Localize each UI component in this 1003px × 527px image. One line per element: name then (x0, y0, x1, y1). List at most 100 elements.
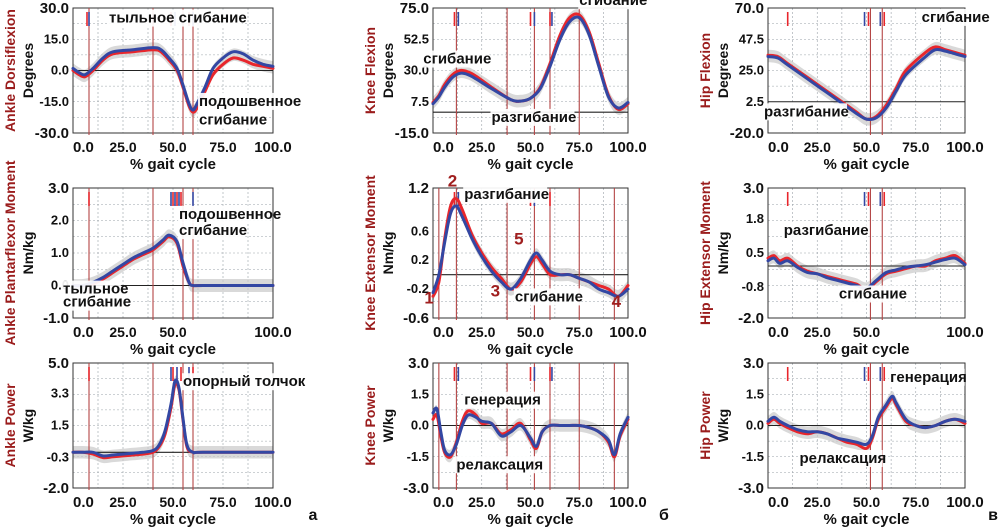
x-tick-label: 100.0 (946, 494, 984, 511)
annotation-bg (198, 92, 291, 110)
chart-knee-extensor-moment: 1.2 0.6 0.2 -0.2 -0.60.0 25.0 50.0 75.0 100.0 % g… (362, 172, 647, 358)
y-tick-label: 0.5 (746, 245, 764, 260)
y-tick-label: -3.0 (738, 480, 764, 497)
y-tick-label: -0.6 (403, 310, 429, 327)
y-axis-unit: Nm/kg (380, 232, 396, 275)
y-tick-label: 1.5 (411, 386, 429, 401)
annotation-bg (62, 293, 130, 311)
plot-frame (767, 187, 966, 319)
x-tick-label: 50.0 (853, 494, 880, 510)
blue-series-line (431, 406, 630, 457)
y-tick-label: -15.0 (395, 125, 429, 142)
annotation-bg (837, 285, 906, 303)
chart-ankle-dorsiflexion: 30.015.00.0-15.0-30.00.0 25.0 50.0 75.0 100.… (2, 0, 301, 173)
x-tick-label: 25.0 (109, 494, 136, 510)
x-tick-label: 50.0 (159, 139, 186, 155)
y-tick-label: 0.0 (51, 63, 69, 78)
x-tick-label: 100.0 (254, 494, 292, 511)
y-axis-unit: Nm/kg (20, 232, 36, 275)
plot-frame (432, 7, 629, 134)
x-tick-label: 0.0 (433, 139, 454, 156)
x-tick-label: 25.0 (468, 324, 495, 340)
blue-series-line (71, 378, 275, 458)
chart-hip-extensor-moment: 3.0 1.8 0.5 -0.8 -2.00.0 25.0 50.0 100.0 % gait … (697, 180, 984, 358)
y-axis-title: Hip Power (697, 391, 713, 460)
phase-marker: 2 (448, 172, 457, 191)
annotation-bg (920, 8, 988, 26)
x-axis-label: % gait cycle (824, 156, 910, 173)
phase-marker: 5 (514, 229, 523, 248)
annotation-bg (578, 0, 646, 10)
x-tick-label: 25.0 (468, 139, 495, 155)
annotation-label: генерация (464, 392, 541, 409)
plot-frame (72, 187, 274, 319)
phase-marker: 3 (491, 281, 500, 300)
y-tick-label: 1.8 (746, 211, 764, 226)
annotation-bg (62, 280, 121, 298)
x-tick-label: 0.0 (768, 494, 789, 511)
annotation-label: разгибание (764, 103, 849, 120)
annotation-label: разгибание (784, 222, 869, 239)
y-tick-label: -3.0 (403, 480, 429, 497)
normal-band (73, 42, 273, 118)
x-tick-label: 0.0 (73, 494, 94, 511)
y-tick-label: 0.0 (411, 418, 429, 433)
x-tick-label: 75.0 (902, 139, 929, 155)
annotation-bg (798, 450, 883, 467)
annotation-label: сгибание (63, 294, 131, 311)
x-tick-label: 25.0 (468, 494, 495, 510)
x-tick-label: 25.0 (804, 494, 831, 510)
normal-band (768, 41, 965, 126)
blue-series-line (431, 204, 630, 298)
x-axis-label: % gait cycle (488, 156, 574, 173)
blue-series-line (71, 233, 275, 288)
x-tick-label: 25.0 (804, 139, 831, 155)
x-tick-label: 50.0 (853, 324, 880, 340)
chart-hip-flexion: 70.0 47.5 25.0 2.5 -20.00.0 25.0 50.0 75.0 100.0… (697, 0, 990, 173)
blue-series-line (71, 46, 275, 112)
x-tick-label: 75.0 (902, 494, 929, 510)
y-tick-label: 30.0 (40, 0, 69, 17)
y-tick-label: 3.0 (408, 355, 429, 372)
y-axis-unit: W/kg (715, 409, 731, 442)
annotation-bg (490, 108, 575, 126)
x-tick-label: 75.0 (209, 494, 236, 510)
y-tick-label: -2.0 (738, 310, 764, 327)
y-tick-label: -20.0 (730, 125, 764, 142)
x-tick-label: 75.0 (566, 324, 593, 340)
x-tick-label: 75.0 (566, 139, 593, 155)
chart-knee-flexion: 75.052.530.07.5-15.00.0 25.0 50.0 75.0 100.0… (362, 0, 647, 173)
y-tick-label: 3.0 (48, 180, 69, 197)
x-tick-label: 100.0 (609, 324, 647, 341)
y-tick-label: -0.3 (47, 450, 69, 465)
chart-hip-power: 3.01.50.0-1.5-3.00.0 25.0 50.0 75.0 100.0% g… (697, 355, 984, 527)
annotation-label: подошвенное (179, 206, 281, 223)
phase-marker: 4 (612, 292, 622, 311)
annotation-bg (513, 288, 582, 306)
annotation-bg (178, 222, 246, 240)
annotation-bg (108, 9, 243, 27)
normal-band (433, 9, 628, 116)
annotation-bg (889, 368, 965, 386)
annotation-bg (455, 456, 540, 474)
x-tick-label: 100.0 (609, 494, 647, 511)
x-tick-label: 50.0 (517, 324, 544, 340)
y-tick-label: 5.0 (48, 355, 69, 372)
y-tick-label: -15.0 (39, 94, 69, 109)
x-axis-label: % gait cycle (488, 341, 574, 358)
y-axis-title: Hip Extensor Moment (697, 181, 713, 325)
y-tick-label: -1.0 (43, 310, 69, 327)
y-axis-title: Hip Flexion (697, 33, 713, 108)
y-axis-unit: W/kg (20, 409, 36, 442)
y-axis-title: Ankle Power (2, 383, 18, 468)
x-tick-label: 50.0 (159, 494, 186, 510)
y-tick-label: 0.2 (411, 252, 429, 267)
chart-ankle-plantarflexor-moment: 3.02.01.00.0-1.00.0 25.0 50.0 100.0% gait c… (2, 160, 292, 358)
y-tick-label: 25.0 (739, 63, 764, 78)
annotation-label: разгибание (492, 109, 577, 126)
y-tick-label: -0.8 (742, 279, 764, 294)
x-tick-label: 0.0 (433, 324, 454, 341)
x-axis-label: % gait cycle (130, 156, 216, 173)
x-tick-label: 25.0 (804, 324, 831, 340)
y-tick-label: 3.0 (743, 180, 764, 197)
